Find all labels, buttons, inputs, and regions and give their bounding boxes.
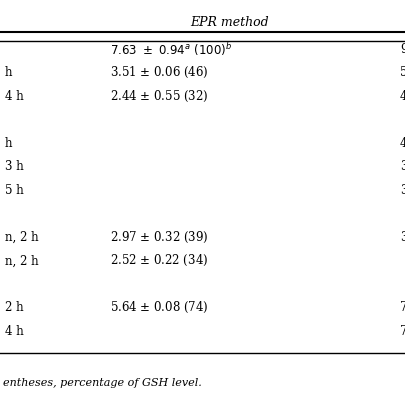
Text: 3: 3 — [400, 160, 405, 173]
Text: 2.52 $\pm$ 0.22 (34): 2.52 $\pm$ 0.22 (34) — [110, 253, 208, 269]
Text: 7: 7 — [400, 325, 405, 338]
Text: 5.64 $\pm$ 0.08 (74): 5.64 $\pm$ 0.08 (74) — [110, 300, 209, 315]
Text: 9: 9 — [400, 43, 405, 56]
Text: h: h — [5, 137, 13, 150]
Text: 2 h: 2 h — [5, 301, 23, 314]
Text: 3: 3 — [400, 231, 405, 244]
Text: 5 h: 5 h — [5, 184, 24, 197]
Text: 4: 4 — [400, 90, 405, 103]
Text: 2.97 $\pm$ 0.32 (39): 2.97 $\pm$ 0.32 (39) — [110, 230, 209, 245]
Text: 7: 7 — [400, 301, 405, 314]
Text: entheses, percentage of GSH level.: entheses, percentage of GSH level. — [3, 378, 202, 388]
Text: 3.51 $\pm$ 0.06 (46): 3.51 $\pm$ 0.06 (46) — [110, 65, 209, 81]
Text: EPR method: EPR method — [191, 16, 269, 29]
Text: 4 h: 4 h — [5, 325, 24, 338]
Text: n, 2 h: n, 2 h — [5, 231, 38, 244]
Text: 3 h: 3 h — [5, 160, 24, 173]
Text: $7.63\ \pm\ 0.94^{a}\ (100)^{b}$: $7.63\ \pm\ 0.94^{a}\ (100)^{b}$ — [110, 41, 232, 58]
Text: 5: 5 — [400, 66, 405, 79]
Text: h: h — [5, 66, 13, 79]
Text: n, 2 h: n, 2 h — [5, 254, 38, 267]
Text: 2.44 $\pm$ 0.55 (32): 2.44 $\pm$ 0.55 (32) — [110, 89, 209, 104]
Text: 4: 4 — [400, 137, 405, 150]
Text: 4 h: 4 h — [5, 90, 24, 103]
Text: 3: 3 — [400, 184, 405, 197]
